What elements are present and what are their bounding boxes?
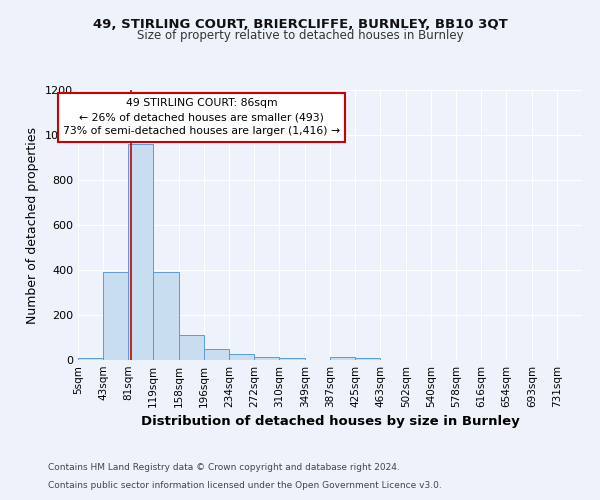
Text: 49, STIRLING COURT, BRIERCLIFFE, BURNLEY, BB10 3QT: 49, STIRLING COURT, BRIERCLIFFE, BURNLEY… xyxy=(92,18,508,30)
Bar xyxy=(254,358,279,360)
Bar xyxy=(229,354,254,360)
Bar xyxy=(103,272,128,360)
Text: Contains HM Land Registry data © Crown copyright and database right 2024.: Contains HM Land Registry data © Crown c… xyxy=(48,464,400,472)
Bar xyxy=(128,144,153,360)
Bar xyxy=(78,358,103,360)
Bar xyxy=(330,358,355,360)
X-axis label: Distribution of detached houses by size in Burnley: Distribution of detached houses by size … xyxy=(140,416,520,428)
Text: 49 STIRLING COURT: 86sqm
← 26% of detached houses are smaller (493)
73% of semi-: 49 STIRLING COURT: 86sqm ← 26% of detach… xyxy=(63,98,340,136)
Text: Contains public sector information licensed under the Open Government Licence v3: Contains public sector information licen… xyxy=(48,481,442,490)
Bar xyxy=(279,358,305,360)
Bar xyxy=(204,349,229,360)
Bar xyxy=(179,335,204,360)
Text: Size of property relative to detached houses in Burnley: Size of property relative to detached ho… xyxy=(137,29,463,42)
Y-axis label: Number of detached properties: Number of detached properties xyxy=(26,126,40,324)
Bar xyxy=(153,272,179,360)
Bar xyxy=(355,358,380,360)
